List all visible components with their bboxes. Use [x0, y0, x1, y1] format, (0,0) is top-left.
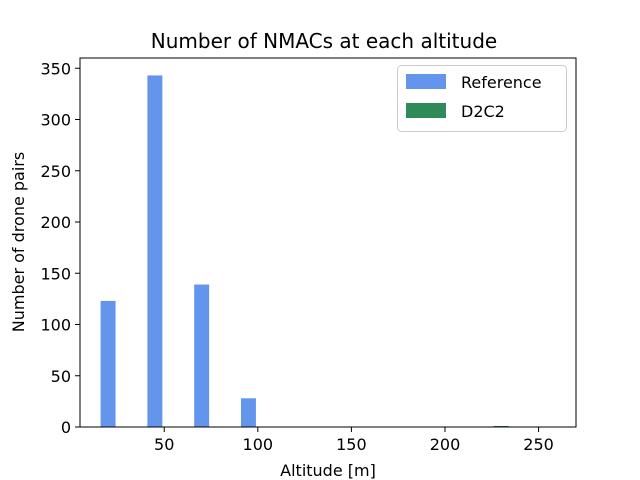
x-tick-label: 250: [523, 435, 554, 454]
x-axis-label: Altitude [m]: [280, 461, 376, 480]
legend: Reference D2C2: [397, 65, 567, 132]
legend-swatch-reference: [406, 74, 446, 89]
y-tick-label: 100: [40, 316, 71, 335]
y-axis-label: Number of drone pairs: [9, 152, 28, 332]
plot-frame: [79, 57, 577, 428]
x-tick-label: 150: [336, 435, 367, 454]
y-tick-label: 350: [40, 59, 71, 78]
legend-label-d2c2: D2C2: [461, 102, 505, 121]
x-tick-label: 50: [154, 435, 174, 454]
axes-group: 50 100 150 200 250 0 50 100 150 200 250 300 350: [40, 57, 577, 454]
bar-reference-0: [100, 300, 116, 427]
bar-reference-2: [194, 284, 210, 427]
y-tick-label: 50: [51, 367, 71, 386]
chart-title: Number of NMACs at each altitude: [151, 29, 497, 53]
bars-group: [100, 75, 509, 428]
bar-reference-3: [240, 398, 256, 427]
x-tick-label: 100: [243, 435, 274, 454]
bar-d2c2-0: [493, 425, 509, 427]
y-tick-label: 150: [40, 264, 71, 283]
x-tick-label: 200: [430, 435, 461, 454]
y-tick-label: 0: [61, 418, 71, 437]
bar-reference-1: [147, 75, 163, 428]
y-tick-label: 300: [40, 111, 71, 130]
legend-swatch-d2c2: [406, 103, 446, 118]
y-tick-label: 200: [40, 213, 71, 232]
y-tick-label: 250: [40, 162, 71, 181]
legend-label-reference: Reference: [461, 73, 542, 92]
